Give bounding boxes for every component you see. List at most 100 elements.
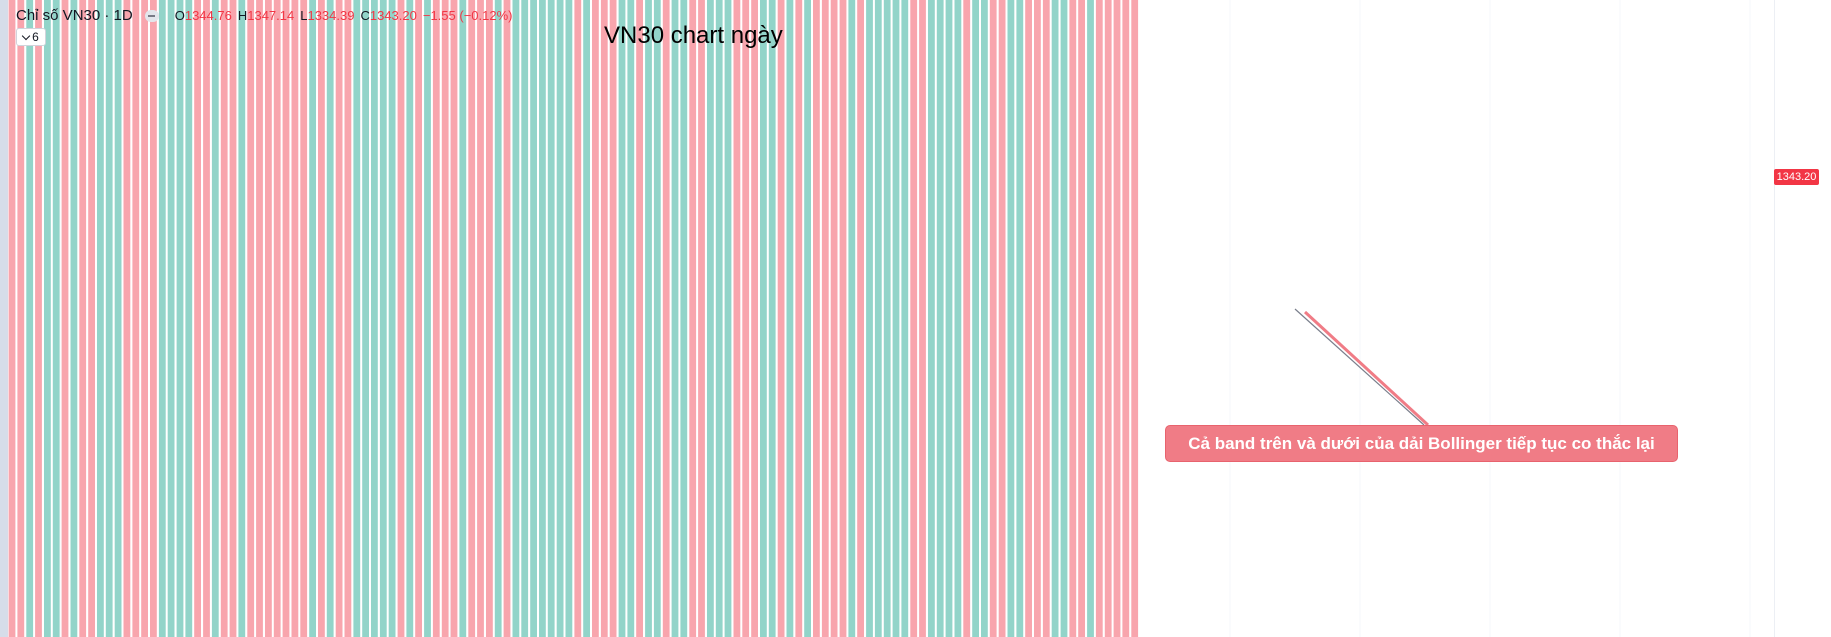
volume-bar [795, 0, 803, 637]
volume-bar [371, 0, 378, 637]
volume-bar [441, 0, 449, 637]
status-dot-icon [144, 9, 159, 22]
volume-bar [8, 0, 16, 637]
volume-bar [1078, 0, 1085, 637]
volume-bar [406, 0, 414, 637]
volume-bar [662, 0, 670, 637]
volume-bar [592, 0, 599, 637]
volume-bar [326, 0, 334, 637]
volume-bar [618, 0, 626, 637]
volume-bar [459, 0, 467, 637]
volume-bar [751, 0, 758, 637]
volume-bar [839, 0, 847, 637]
volume-bar [176, 0, 184, 637]
volume-bar [600, 0, 608, 637]
volume-bar [318, 0, 325, 637]
volume-bar [477, 0, 484, 637]
high-value: 1347.14 [247, 8, 295, 23]
volume-bar [645, 0, 652, 637]
volume-bar [989, 0, 997, 637]
volume-bar [300, 0, 308, 637]
volume-bar [344, 0, 352, 637]
volume-bar [503, 0, 511, 637]
volume-bar [1095, 0, 1103, 637]
volume-bar [26, 0, 34, 637]
volume-bar [786, 0, 794, 637]
volume-bar [256, 0, 263, 637]
volume-bar [1113, 0, 1121, 637]
close-value: 1343.20 [369, 8, 417, 23]
volume-bar [768, 0, 776, 637]
volume-bar [733, 0, 741, 637]
volume-bar [158, 0, 166, 637]
annotation-line-accent [1303, 310, 1430, 427]
volume-bar [539, 0, 546, 637]
volume-bar [609, 0, 617, 637]
volume-bar [1060, 0, 1068, 637]
volume-bar [680, 0, 688, 637]
volume-bar [114, 0, 122, 637]
symbol-label[interactable]: Chỉ số VN30 · 1D [16, 7, 133, 24]
volume-bar [141, 0, 148, 637]
volume-bar [1051, 0, 1059, 637]
volume-bar [203, 0, 210, 637]
volume-bar [353, 0, 361, 637]
volume-bar [379, 0, 387, 637]
volume-bar [724, 0, 732, 637]
volume-bar [194, 0, 201, 637]
volume-bar [857, 0, 864, 637]
volume-bar [981, 0, 988, 637]
volume-bar [892, 0, 900, 637]
volume-bar [998, 0, 1006, 637]
volume-bar [97, 0, 104, 637]
volume-bar [1131, 0, 1139, 637]
volume-bar [291, 0, 299, 637]
volume-bar [574, 0, 582, 637]
annotation-callout[interactable]: Cả band trên và dưới của dải Bollinger t… [1165, 425, 1678, 462]
chevron-down-icon [21, 31, 31, 40]
volume-bar [556, 0, 564, 637]
volume-bar [61, 0, 69, 637]
volume-bar [883, 0, 891, 637]
volume-bar [150, 0, 157, 637]
volume-bar [70, 0, 78, 637]
volume-bar [565, 0, 573, 637]
low-value: 1334.39 [307, 8, 355, 23]
volume-bar [583, 0, 590, 637]
volume-bar [309, 0, 316, 637]
close-label: C [360, 8, 370, 23]
volume-bar [265, 0, 272, 637]
volume-bar [777, 0, 785, 637]
volume-bar [547, 0, 555, 637]
volume-bar [919, 0, 926, 637]
volume-bar [1042, 0, 1050, 637]
volume-bar [813, 0, 820, 637]
volume-bar [910, 0, 918, 637]
volume-bar [432, 0, 440, 637]
volume-bar [185, 0, 193, 637]
volume-bar [512, 0, 520, 637]
volume-bar [450, 0, 458, 637]
volume-bar [698, 0, 705, 637]
volume-bar [866, 0, 873, 637]
open-label: O [174, 8, 185, 23]
volume-bar [707, 0, 714, 637]
volume-bar [397, 0, 405, 637]
indicators-collapse-button[interactable]: 6 [16, 28, 46, 46]
volume-bar [486, 0, 493, 637]
volume-bar [468, 0, 476, 637]
volume-bar [830, 0, 838, 637]
volume-bar [35, 0, 42, 637]
volume-bar [928, 0, 935, 637]
volume-bar [494, 0, 502, 637]
volume-bar [1034, 0, 1041, 637]
volume-bar [715, 0, 723, 637]
volume-bar [424, 0, 431, 637]
grid [59, 0, 1751, 637]
volume-bar [821, 0, 829, 637]
volume-bar [742, 0, 750, 637]
volume-bar [671, 0, 679, 637]
volume-bar [88, 0, 95, 637]
